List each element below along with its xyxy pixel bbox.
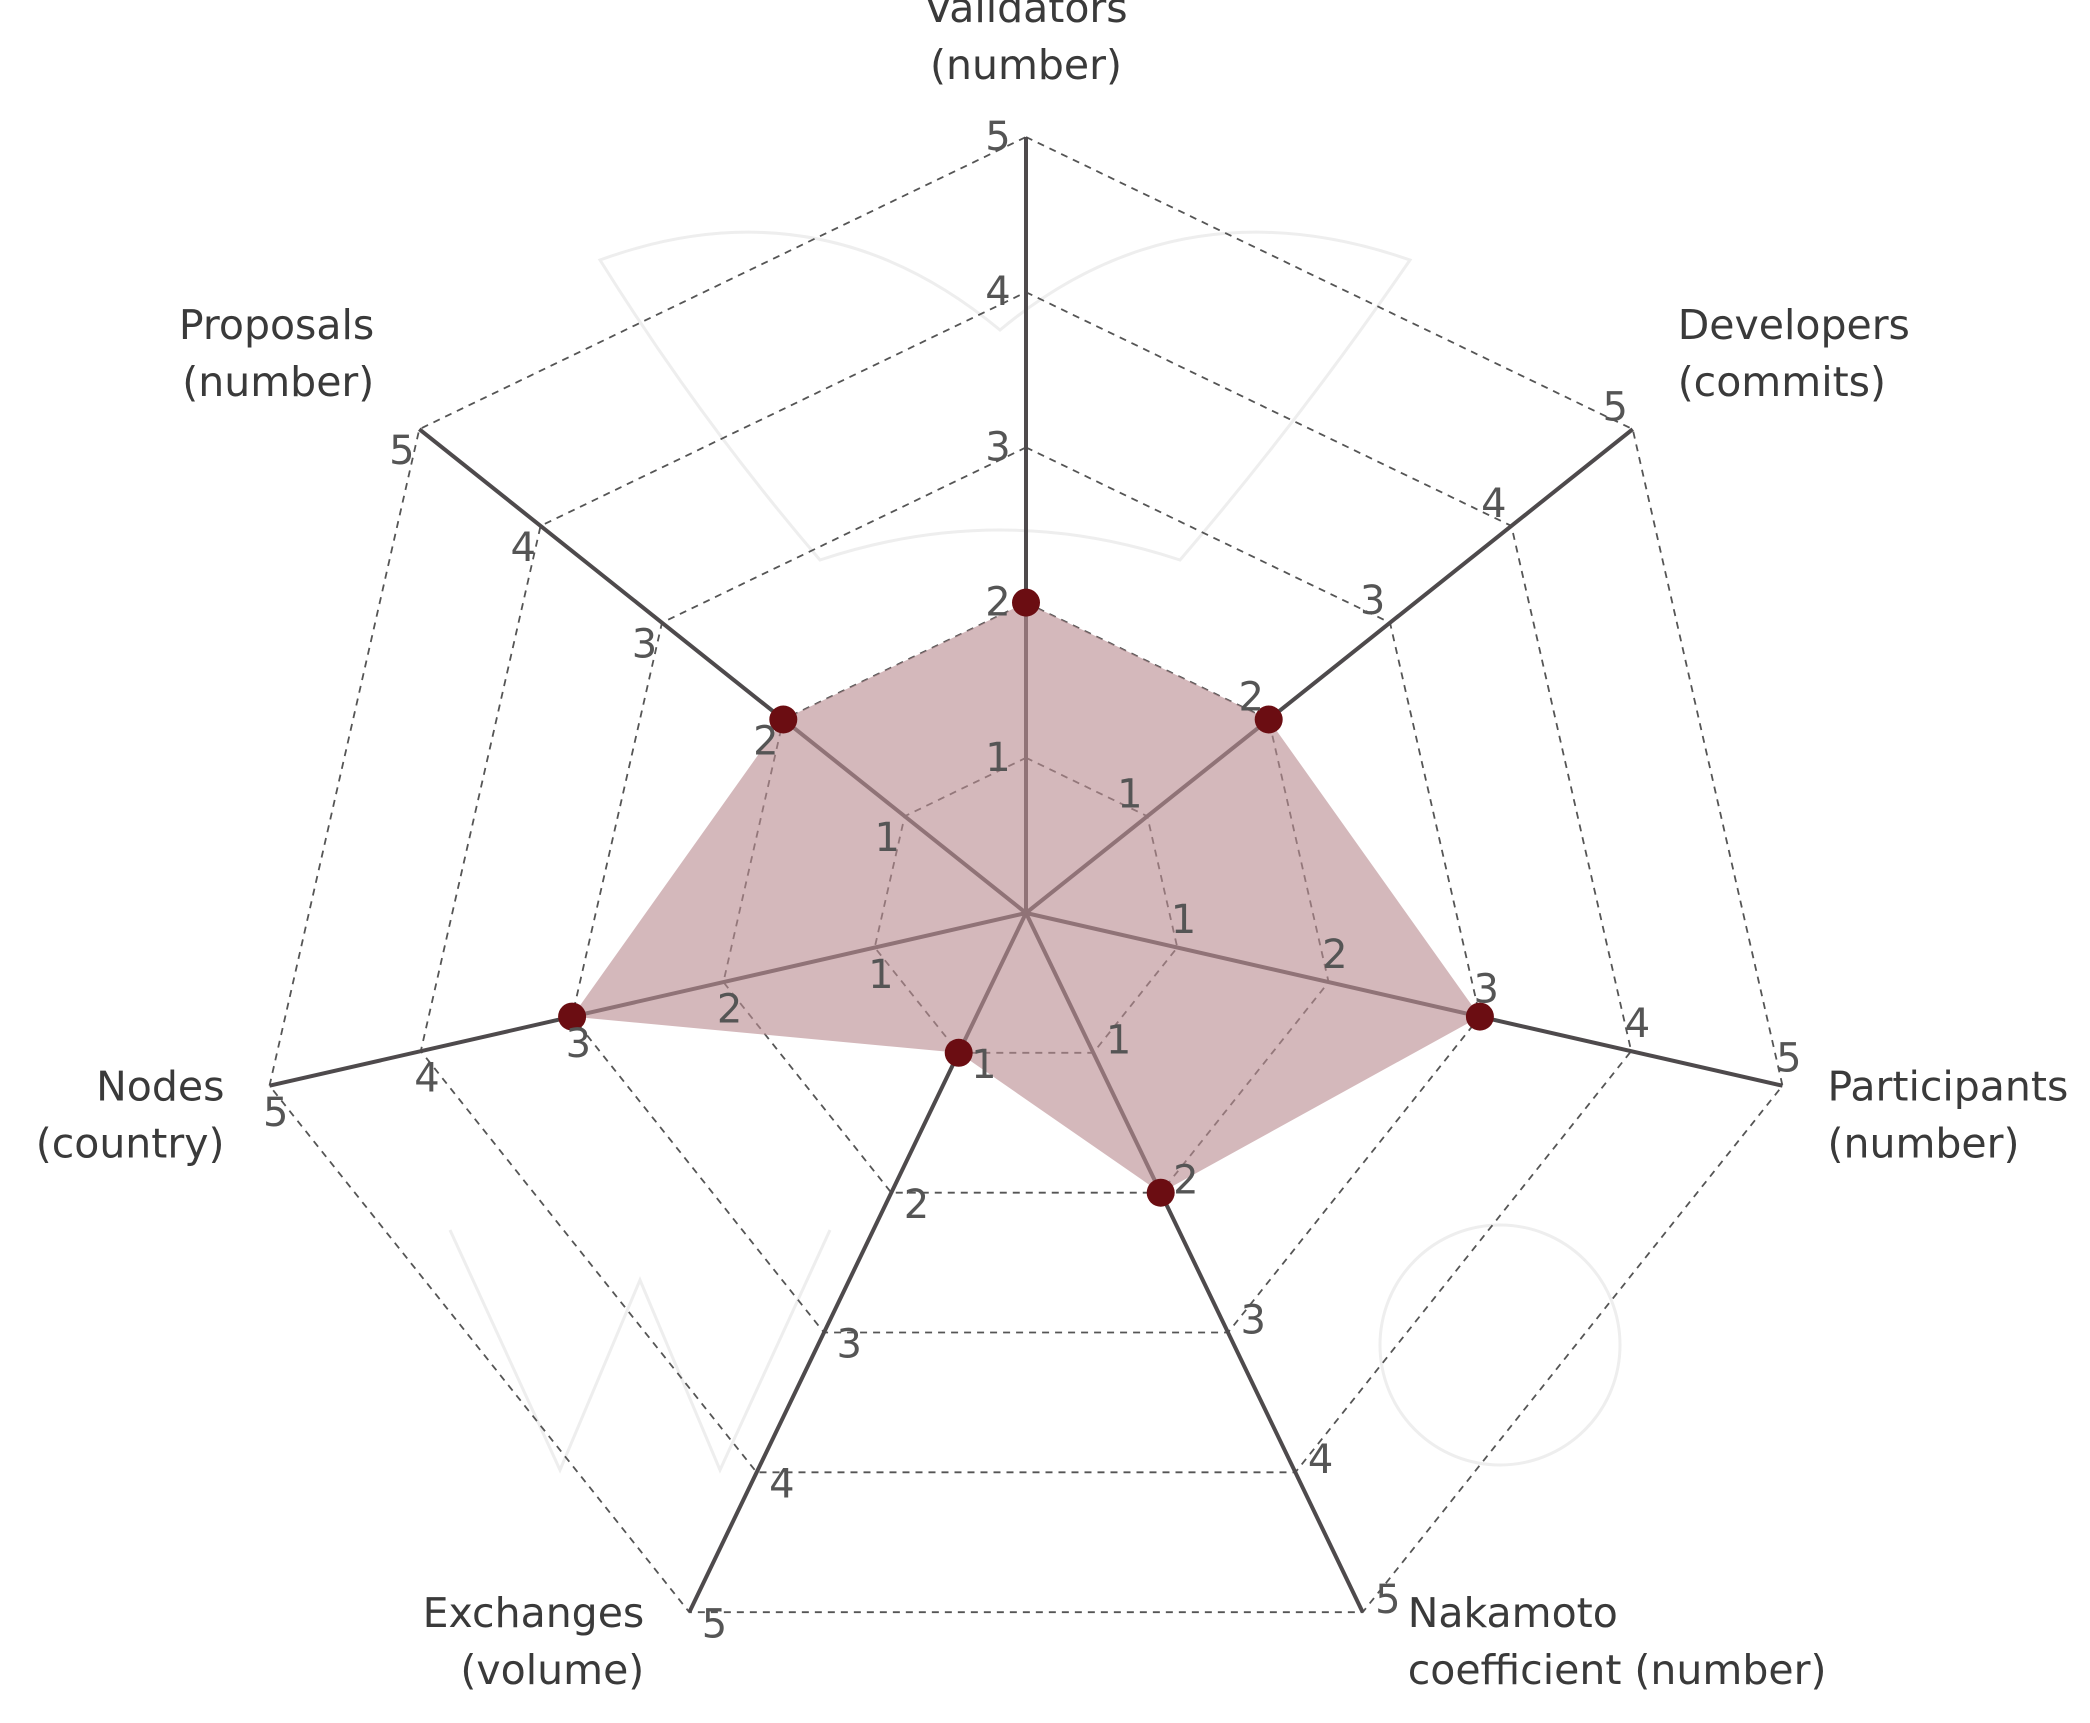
data-point-participants — [1465, 1002, 1494, 1031]
tick-label-participants-3: 3 — [1473, 966, 1498, 1012]
tick-label-nodes-2: 2 — [717, 986, 742, 1032]
grid-ring-5 — [268, 136, 1784, 1614]
data-point-developers — [1254, 705, 1283, 734]
axis-label-line: Nakamoto — [1408, 1589, 1618, 1637]
tick-label-participants-5: 5 — [1776, 1035, 1801, 1081]
tick-label-validators-1: 1 — [985, 735, 1010, 781]
grid-ring-3 — [571, 446, 1481, 1334]
tick-label-developers-1: 1 — [1117, 771, 1142, 817]
axis-label-line: Nodes — [96, 1063, 224, 1111]
axis-label-line: (country) — [36, 1120, 225, 1168]
tick-label-developers-5: 5 — [1602, 384, 1627, 430]
axis-label-proposals: Proposals (number) — [179, 301, 374, 406]
axis-label-line: Validators — [924, 0, 1127, 32]
tick-label-proposals-3: 3 — [632, 622, 657, 668]
axis-label-nakamoto: Nakamoto coefficient (number) — [1408, 1589, 1827, 1694]
data-point-proposals — [769, 705, 798, 734]
tick-label-validators-3: 3 — [985, 424, 1010, 470]
data-area — [572, 602, 1480, 1193]
tick-label-validators-2: 2 — [985, 580, 1010, 626]
axis-label-exchanges: Exchanges (volume) — [423, 1589, 645, 1694]
axis-label-line: coefficient (number) — [1408, 1646, 1827, 1694]
tick-label-developers-2: 2 — [1238, 675, 1263, 721]
tick-label-exchanges-5: 5 — [702, 1601, 727, 1647]
axis-label-line: (number) — [1828, 1120, 2020, 1168]
axis-label-nodes: Nodes (country) — [36, 1063, 225, 1168]
axis-label-line: Proposals — [179, 301, 374, 349]
tick-label-nakamoto-1: 1 — [1106, 1018, 1131, 1064]
axis-label-line: (commits) — [1678, 358, 1886, 406]
tick-label-participants-4: 4 — [1625, 1001, 1650, 1047]
axis-label-line: Participants — [1828, 1063, 2069, 1111]
tick-label-nodes-4: 4 — [414, 1055, 439, 1101]
axis-label-line: Exchanges — [423, 1589, 645, 1637]
tick-label-participants-2: 2 — [1322, 932, 1347, 978]
axis-label-line: (volume) — [460, 1646, 644, 1694]
axis-label-line: (number) — [182, 358, 374, 406]
data-points — [558, 588, 1494, 1207]
axis-label-validators: Validators (number) — [924, 0, 1127, 89]
watermark — [448, 230, 1622, 1474]
tick-label-validators-5: 5 — [985, 114, 1010, 160]
data-point-validators — [1012, 588, 1040, 617]
grid-ring-4 — [419, 291, 1633, 1474]
tick-label-nakamoto-4: 4 — [1308, 1437, 1333, 1483]
tick-label-validators-4: 4 — [985, 269, 1010, 315]
tick-label-nakamoto-2: 2 — [1173, 1158, 1198, 1204]
tick-label-developers-4: 4 — [1481, 481, 1506, 527]
tick-label-proposals-2: 2 — [753, 718, 778, 764]
tick-label-nakamoto-5: 5 — [1375, 1577, 1400, 1623]
tick-label-exchanges-4: 4 — [769, 1462, 794, 1508]
axis-labels: Validators (number) Developers (commits) Par… — [36, 0, 2069, 1694]
tick-label-nodes-1: 1 — [868, 952, 893, 998]
tick-label-nakamoto-3: 3 — [1240, 1297, 1265, 1343]
tick-label-proposals-5: 5 — [389, 428, 414, 474]
data-area-polygon — [572, 602, 1480, 1193]
axis-label-line: Developers — [1678, 301, 1910, 349]
tick-label-exchanges-1: 1 — [971, 1042, 996, 1088]
tick-label-nodes-3: 3 — [566, 1021, 591, 1067]
axis-label-developers: Developers (commits) — [1678, 301, 1910, 406]
data-point-exchanges — [944, 1038, 973, 1067]
tick-label-developers-3: 3 — [1360, 578, 1385, 624]
tick-label-exchanges-3: 3 — [836, 1322, 861, 1368]
tick-label-exchanges-2: 2 — [904, 1182, 929, 1228]
tick-label-nodes-5: 5 — [263, 1090, 288, 1136]
data-point-nodes — [558, 1002, 587, 1031]
tick-label-proposals-1: 1 — [874, 815, 899, 861]
axis-label-line: (number) — [930, 41, 1122, 89]
tick-label-proposals-4: 4 — [510, 525, 535, 571]
tick-label-participants-1: 1 — [1171, 897, 1196, 943]
tick-labels: 1 2 3 4 5 1 2 3 4 5 1 2 3 4 5 1 2 3 4 5 1 2 3 4 5 1 2 3 4 5 1 2 3 4 5 — [263, 114, 1802, 1647]
axis-label-participants: Participants (number) — [1828, 1063, 2069, 1168]
data-point-nakamoto — [1146, 1178, 1175, 1207]
